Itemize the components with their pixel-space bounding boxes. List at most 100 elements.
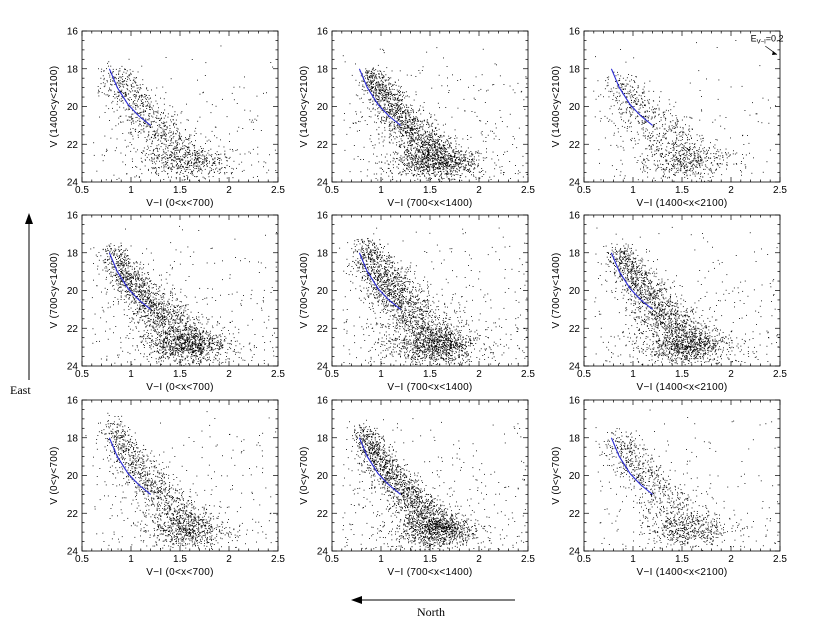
star-point: [375, 83, 377, 85]
star-point: [197, 158, 198, 159]
star-point: [124, 80, 126, 82]
star-point: [447, 173, 449, 175]
star-point: [451, 156, 453, 158]
star-point: [659, 160, 660, 162]
star-point: [179, 136, 181, 138]
star-point: [162, 149, 164, 151]
star-point: [398, 116, 400, 118]
star-point: [619, 78, 621, 80]
star-point: [388, 175, 390, 177]
star-point: [648, 137, 650, 139]
star-point: [648, 102, 650, 104]
star-point: [651, 116, 653, 118]
star-point: [380, 87, 382, 89]
star-point: [372, 94, 374, 96]
star-point: [475, 152, 477, 154]
star-point: [700, 150, 702, 152]
star-point: [631, 94, 633, 96]
star-point: [426, 51, 428, 53]
star-point: [403, 152, 405, 154]
star-point: [613, 93, 615, 95]
star-point: [443, 57, 444, 59]
star-point: [132, 103, 134, 105]
star-point: [660, 91, 662, 93]
star-point: [382, 98, 384, 100]
star-point: [378, 73, 380, 75]
star-point: [180, 122, 182, 124]
star-point: [457, 174, 459, 176]
star-point: [412, 140, 414, 142]
star-point: [198, 166, 200, 168]
star-point: [212, 158, 214, 160]
star-point: [456, 168, 458, 170]
star-point: [481, 131, 483, 132]
star-point: [392, 106, 393, 108]
star-point: [475, 151, 477, 152]
star-point: [170, 163, 172, 165]
star-point: [399, 130, 401, 132]
star-point: [418, 174, 420, 175]
star-point: [402, 171, 404, 173]
star-point: [368, 81, 370, 83]
star-point: [422, 169, 424, 171]
star-point: [158, 154, 160, 156]
star-point: [377, 99, 378, 100]
star-point: [187, 139, 189, 140]
star-point: [150, 153, 152, 155]
star-point: [359, 130, 360, 131]
star-point: [438, 136, 440, 138]
star-point: [163, 98, 165, 100]
star-point: [471, 159, 473, 161]
star-point: [626, 109, 628, 111]
star-point: [198, 170, 200, 172]
star-point: [382, 86, 384, 88]
star-point: [378, 126, 380, 128]
star-point: [160, 97, 161, 99]
star-point: [438, 128, 440, 130]
star-point: [187, 164, 188, 166]
star-point: [716, 139, 718, 141]
star-point: [152, 116, 154, 118]
star-point: [171, 155, 173, 156]
star-point: [156, 173, 158, 175]
star-point: [666, 130, 667, 132]
star-point: [176, 130, 178, 131]
star-point: [428, 140, 430, 142]
star-point: [180, 156, 182, 158]
star-point: [249, 110, 251, 112]
star-point: [407, 95, 408, 97]
star-point: [676, 119, 678, 120]
star-point: [100, 83, 102, 85]
star-point: [421, 154, 423, 156]
star-point: [180, 147, 182, 149]
star-point: [161, 122, 163, 124]
star-point: [250, 121, 252, 123]
star-point: [165, 163, 167, 165]
star-point: [226, 177, 228, 179]
star-point: [638, 139, 640, 141]
star-point: [196, 153, 198, 155]
star-point: [411, 136, 412, 138]
star-point: [181, 170, 182, 171]
star-point: [165, 57, 167, 58]
star-point: [465, 159, 466, 161]
star-point: [409, 162, 411, 164]
star-point: [155, 163, 157, 165]
star-point: [463, 156, 465, 158]
star-point: [441, 161, 443, 163]
star-point: [419, 109, 421, 111]
star-point: [658, 109, 660, 111]
star-point: [163, 164, 165, 166]
star-point: [373, 80, 375, 81]
star-point: [220, 45, 222, 47]
star-point: [679, 126, 681, 128]
star-point: [620, 145, 622, 147]
star-point: [390, 122, 392, 124]
star-point: [381, 74, 383, 76]
star-point: [448, 157, 450, 159]
star-point: [224, 173, 226, 175]
star-point: [132, 101, 134, 103]
star-point: [141, 173, 143, 175]
star-point: [469, 172, 470, 173]
star-point: [381, 84, 383, 86]
